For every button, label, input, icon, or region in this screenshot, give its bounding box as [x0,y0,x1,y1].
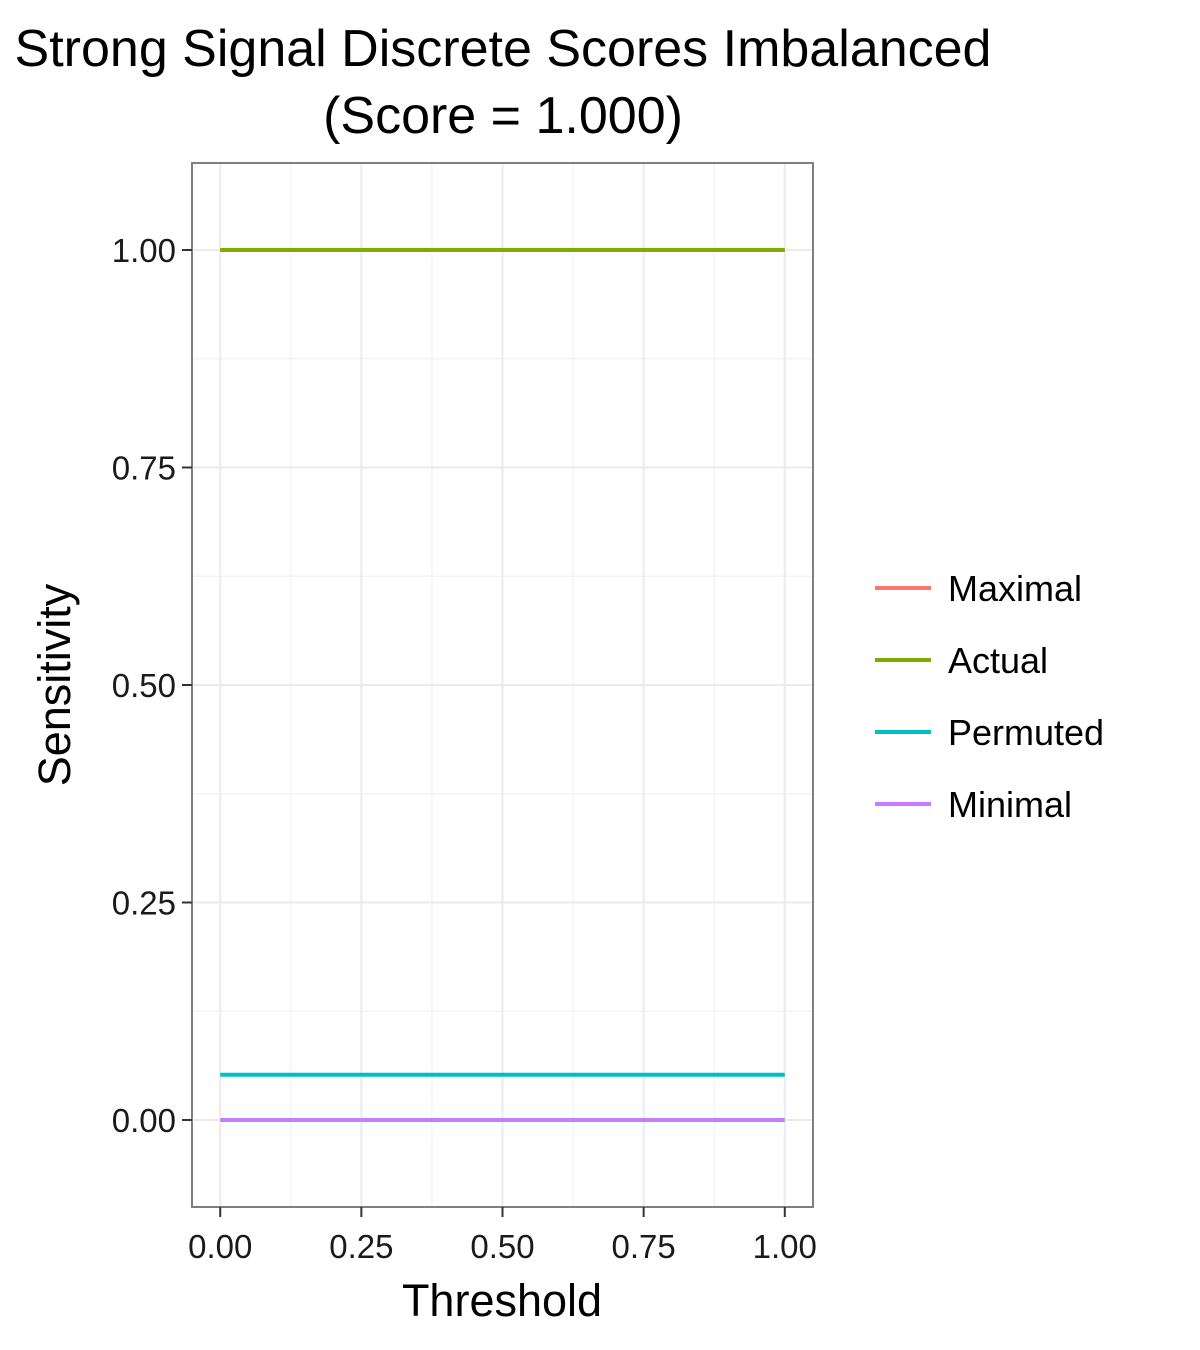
legend: Maximal Actual Permuted Minimal [875,568,1104,825]
y-axis: 0.00 0.25 0.50 0.75 1.00 [112,232,192,1139]
plot-area: 0.00 0.25 0.50 0.75 1.00 0.00 0.25 0.50 0.75 1.0… [112,162,817,1265]
y-tick-label: 0.50 [112,667,176,704]
x-tick-label: 0.50 [470,1228,534,1265]
x-tick-label: 0.00 [188,1228,252,1265]
x-tick-label: 1.00 [753,1228,817,1265]
y-tick-label: 0.75 [112,450,176,487]
y-tick-label: 0.25 [112,885,176,922]
y-tick-label: 1.00 [112,232,176,269]
legend-label-maximal: Maximal [948,568,1082,609]
legend-label-actual: Actual [948,640,1048,681]
x-tick-label: 0.75 [612,1228,676,1265]
series-lines [220,248,785,1122]
chart-title: Strong Signal Discrete Scores Imbalanced [15,20,992,78]
legend-label-permuted: Permuted [948,712,1104,753]
legend-label-minimal: Minimal [948,784,1072,825]
chart-subtitle: (Score = 1.000) [323,87,683,145]
x-axis-title: Threshold [402,1275,602,1326]
y-axis-title: Sensitivity [29,583,80,786]
y-tick-label: 0.00 [112,1102,176,1139]
x-axis: 0.00 0.25 0.50 0.75 1.00 [188,1207,817,1265]
x-tick-label: 0.25 [329,1228,393,1265]
